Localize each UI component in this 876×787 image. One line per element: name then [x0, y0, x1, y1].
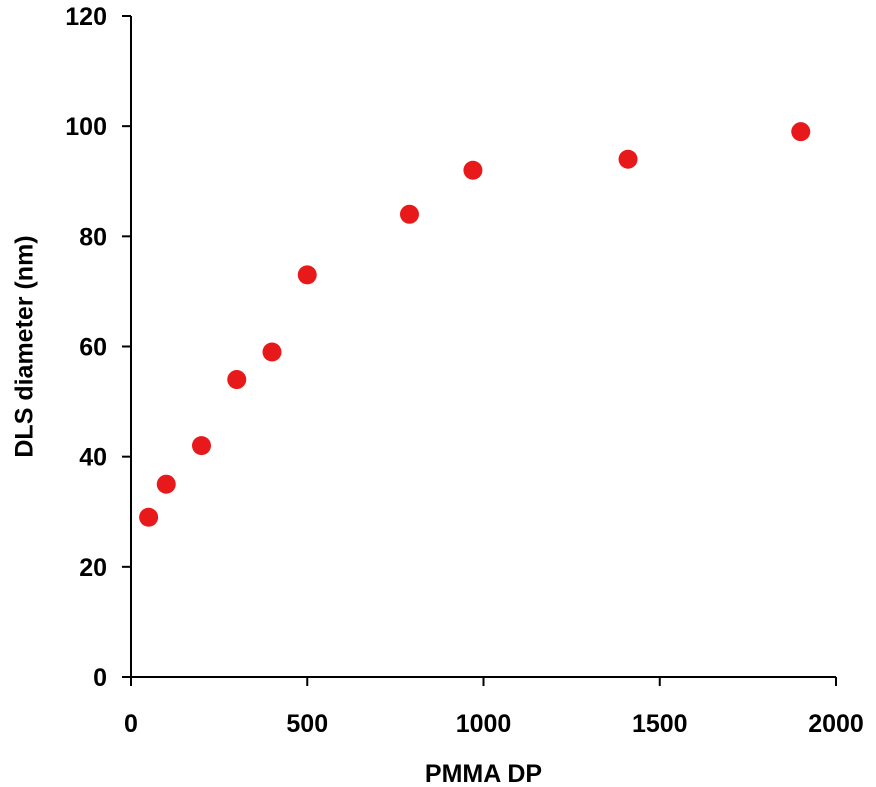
x-tick-label: 500 — [286, 710, 328, 738]
data-point — [618, 149, 638, 169]
y-tick-label: 20 — [79, 554, 107, 582]
y-axis-ticks: 0 20 40 60 80 100 120 — [65, 3, 131, 692]
x-tick-label: 0 — [124, 710, 138, 738]
x-axis-ticks: 0 500 1000 1500 2000 — [124, 677, 864, 738]
data-point — [156, 474, 176, 494]
x-tick-label: 1000 — [456, 710, 512, 738]
data-point — [227, 370, 247, 390]
data-point — [463, 160, 483, 180]
data-point — [297, 265, 317, 285]
x-tick-label: 2000 — [808, 710, 864, 738]
y-tick-label: 0 — [93, 664, 107, 692]
y-tick-label: 120 — [65, 3, 107, 31]
y-axis-title: DLS diameter (nm) — [11, 235, 39, 457]
x-tick-label: 1500 — [632, 710, 688, 738]
data-point — [399, 204, 419, 224]
y-tick-label: 80 — [79, 223, 107, 251]
y-tick-label: 40 — [79, 444, 107, 472]
data-points — [139, 122, 811, 527]
y-tick-label: 60 — [79, 334, 107, 362]
data-point — [192, 436, 211, 456]
x-axis-title: PMMA DP — [425, 760, 542, 787]
y-tick-label: 100 — [65, 113, 107, 141]
data-point — [262, 342, 282, 362]
data-point — [139, 507, 159, 527]
data-point — [791, 122, 811, 142]
